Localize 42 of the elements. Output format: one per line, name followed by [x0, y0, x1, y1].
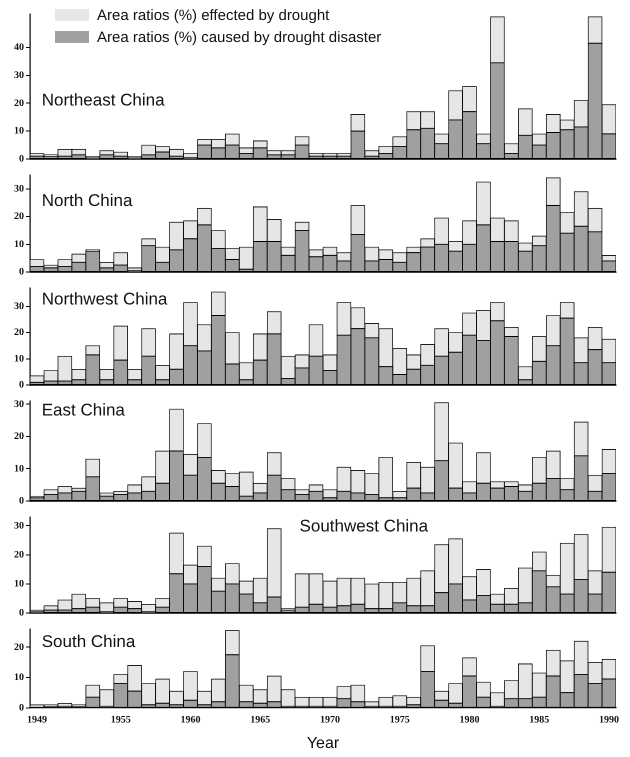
y-tick-label: 20: [14, 327, 24, 338]
y-tick-label: 0: [19, 496, 24, 507]
y-tick-label: 30: [14, 398, 24, 410]
legend-label: Area ratios (%) effected by drought: [97, 6, 330, 24]
y-tick-label: 0: [19, 702, 24, 714]
text: Northeast China: [42, 90, 166, 110]
x-tick-label: 1955: [110, 714, 131, 726]
y-tick-label: 20: [14, 211, 24, 222]
y-tick-label: 0: [19, 608, 24, 619]
x-tick-label: 1949: [26, 714, 47, 726]
y-tick-label: 10: [14, 578, 24, 590]
x-tick-label: 1985: [529, 714, 550, 726]
y-tick-label: 20: [14, 549, 24, 560]
chart-title: Northwest China: [42, 289, 168, 308]
x-tick-label: 1960: [180, 714, 200, 726]
chart-title: South China: [42, 632, 136, 652]
y-tick-label: 0: [19, 380, 24, 391]
y-tick-label: 0: [19, 154, 24, 165]
y-tick-label: 30: [14, 70, 24, 81]
x-tick-label: 1975: [390, 714, 410, 726]
chart-title: Southwest China: [300, 516, 429, 536]
y-tick-label: 30: [14, 183, 24, 194]
text: North China: [42, 190, 133, 210]
y-tick-label: 30: [14, 300, 24, 312]
y-tick-label: 10: [14, 353, 24, 364]
legend-label: Area ratios (%) caused by drought disaster: [97, 28, 382, 46]
x-tick-label: 1970: [320, 714, 340, 726]
y-tick-label: 30: [14, 520, 24, 532]
x-axis-title: Year: [306, 734, 340, 752]
y-tick-label: 10: [14, 126, 24, 137]
x-tick-label: 1980: [460, 714, 480, 726]
x-tick-label: 1990: [599, 714, 620, 726]
y-tick-label: 20: [14, 98, 24, 109]
y-tick-label: 10: [14, 238, 24, 250]
chart-title: East China: [42, 400, 126, 420]
y-tick-label: 20: [14, 431, 24, 442]
x-tick-label: 1965: [250, 714, 270, 726]
y-tick-label: 10: [14, 672, 24, 684]
y-tick-label: 40: [14, 42, 24, 54]
y-tick-label: 0: [19, 266, 24, 278]
y-tick-label: 10: [14, 463, 24, 474]
y-tick-label: 20: [14, 642, 24, 653]
